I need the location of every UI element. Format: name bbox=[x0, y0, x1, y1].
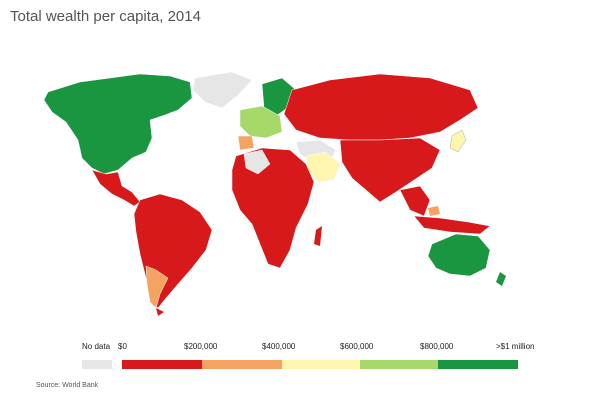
region-north-america bbox=[43, 73, 193, 175]
region-southern-cone bbox=[145, 265, 169, 309]
region-australia bbox=[427, 233, 491, 277]
legend-tick-3: $600,000 bbox=[340, 342, 374, 351]
region-western-europe bbox=[239, 105, 283, 139]
legend-tick-0: $0 bbox=[118, 342, 127, 351]
map-title: Total wealth per capita, 2014 bbox=[10, 8, 201, 25]
region-tierra-del-fuego bbox=[156, 308, 164, 316]
source-note: Source: World Bank bbox=[36, 382, 99, 389]
legend-no-data-swatch bbox=[82, 360, 112, 369]
region-indonesia bbox=[413, 215, 491, 235]
region-greenland bbox=[192, 71, 253, 109]
legend-bin-3-swatch bbox=[360, 360, 438, 369]
legend-bin-2-swatch bbox=[282, 360, 360, 369]
region-iberia bbox=[237, 135, 255, 151]
region-south-asia bbox=[339, 137, 441, 203]
region-russia bbox=[283, 73, 479, 141]
region-africa bbox=[231, 147, 315, 269]
region-malaysia bbox=[428, 206, 440, 216]
legend-no-data-label: No data bbox=[82, 342, 111, 351]
region-south-america bbox=[133, 193, 213, 309]
legend-bin-1-swatch bbox=[202, 360, 282, 369]
region-madagascar bbox=[314, 226, 322, 246]
legend-tick-5: >$1 million bbox=[496, 342, 535, 351]
world-map bbox=[43, 71, 506, 316]
region-new-zealand bbox=[496, 272, 506, 286]
region-central-america bbox=[91, 169, 141, 207]
legend-bin-0-swatch bbox=[122, 360, 202, 369]
region-japan bbox=[449, 129, 467, 153]
legend-bin-4-swatch bbox=[438, 360, 518, 369]
legend-tick-2: $400,000 bbox=[262, 342, 296, 351]
legend-tick-1: $200,000 bbox=[184, 342, 218, 351]
region-southeast-asia bbox=[399, 185, 431, 217]
region-north-africa-nodata bbox=[243, 149, 271, 175]
legend-tick-4: $800,000 bbox=[420, 342, 454, 351]
